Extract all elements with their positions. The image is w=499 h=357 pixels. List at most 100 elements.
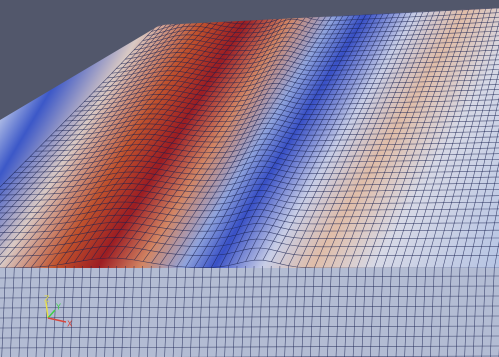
- mesh-line: [3, 171, 499, 184]
- mesh-line: [56, 19, 252, 266]
- mesh-line: [14, 16, 224, 268]
- surface-mesh: [0, 8, 499, 268]
- mesh-line: [0, 21, 161, 268]
- mesh-line: [27, 267, 32, 357]
- mesh-line: [0, 275, 499, 279]
- mesh-line: [99, 14, 281, 259]
- mesh-line: [348, 10, 446, 268]
- mesh-line: [0, 221, 499, 234]
- mesh-line: [198, 267, 204, 357]
- mesh-line: [98, 72, 499, 88]
- mesh-line: [275, 266, 281, 357]
- mesh-line: [421, 267, 426, 357]
- x-axis: [47, 317, 67, 323]
- mesh-line: [65, 107, 499, 122]
- mesh-line: [202, 15, 349, 268]
- axis-label: X: [67, 320, 73, 329]
- mesh-line: [176, 16, 332, 267]
- mesh-line: [61, 266, 66, 357]
- mesh-line: [172, 266, 178, 357]
- mesh-line: [48, 19, 246, 267]
- mesh-line: [0, 18, 172, 268]
- mesh-line: [468, 8, 499, 268]
- mesh-line: [241, 266, 246, 357]
- mesh-line: [164, 266, 169, 357]
- mesh-line: [39, 19, 241, 267]
- mesh-line: [262, 13, 389, 261]
- mesh-line: [228, 14, 366, 266]
- mesh-line: [0, 345, 499, 349]
- mesh-line: [10, 267, 15, 357]
- mesh-line: [0, 16, 178, 268]
- mesh-line: [121, 266, 126, 357]
- mesh-line: [91, 16, 275, 260]
- mesh-line: [0, 325, 499, 329]
- mesh-line: [322, 11, 429, 268]
- mesh-line: [194, 15, 344, 268]
- mesh-line: [219, 14, 361, 267]
- mesh-line: [0, 237, 499, 249]
- mesh-line: [245, 13, 378, 262]
- mesh-line: [434, 8, 499, 268]
- mesh-line: [35, 266, 41, 357]
- mesh-line: [301, 267, 306, 357]
- mesh-line: [107, 62, 499, 79]
- mesh-line: [335, 267, 341, 357]
- mesh-line: [0, 305, 499, 309]
- mesh-line: [314, 11, 424, 268]
- mesh-line: [108, 12, 286, 259]
- mesh-line: [174, 355, 499, 357]
- mesh-line: [476, 8, 499, 268]
- mesh-line: [79, 92, 499, 107]
- mesh-line: [111, 57, 499, 74]
- mesh-line: [0, 13, 206, 268]
- mesh-line: [292, 266, 298, 357]
- mesh-line: [87, 266, 92, 357]
- mesh-line: [0, 285, 499, 289]
- mesh-line: [0, 12, 201, 268]
- mesh-line: [378, 267, 384, 357]
- mesh-line: [69, 102, 499, 117]
- mesh-line: [102, 67, 499, 83]
- mesh-line: [0, 208, 499, 220]
- mesh-line: [399, 8, 481, 268]
- mesh-line: [215, 266, 221, 357]
- mesh-line: [0, 229, 499, 241]
- mesh-line: [408, 8, 486, 268]
- mesh-line: [296, 12, 412, 268]
- mesh-line: [455, 267, 461, 357]
- front-face: [0, 266, 499, 357]
- z-axis: [45, 301, 49, 319]
- mesh-line: [232, 266, 238, 357]
- mesh-line: [50, 122, 499, 137]
- mesh-line: [0, 177, 499, 190]
- mesh-line: [361, 267, 366, 357]
- mesh-line: [370, 267, 375, 357]
- mesh-line: [352, 267, 358, 357]
- front-mesh: [0, 266, 499, 357]
- mesh-line: [430, 267, 435, 357]
- mesh-line: [207, 267, 212, 357]
- mesh-line: [24, 149, 499, 162]
- mesh-line: [442, 8, 499, 268]
- mesh-line: [74, 19, 264, 263]
- mesh-line: [339, 10, 441, 268]
- axis-label: Z: [44, 295, 50, 304]
- mesh-line: [116, 10, 292, 259]
- mesh-line: [0, 13, 195, 268]
- mesh-line: [374, 9, 464, 268]
- mesh-line: [181, 266, 186, 357]
- surface: [0, 8, 499, 268]
- mesh-line: [40, 133, 499, 147]
- mesh-line: [93, 77, 499, 93]
- mesh-line: [125, 10, 298, 260]
- mesh-line: [5, 15, 218, 268]
- mesh-line: [0, 195, 499, 208]
- mesh-line: [395, 267, 401, 357]
- mesh-line: [356, 10, 452, 268]
- mesh-line: [250, 266, 255, 357]
- mesh-line: [327, 267, 332, 357]
- mesh-line: [0, 315, 499, 319]
- mesh-line: [318, 267, 324, 357]
